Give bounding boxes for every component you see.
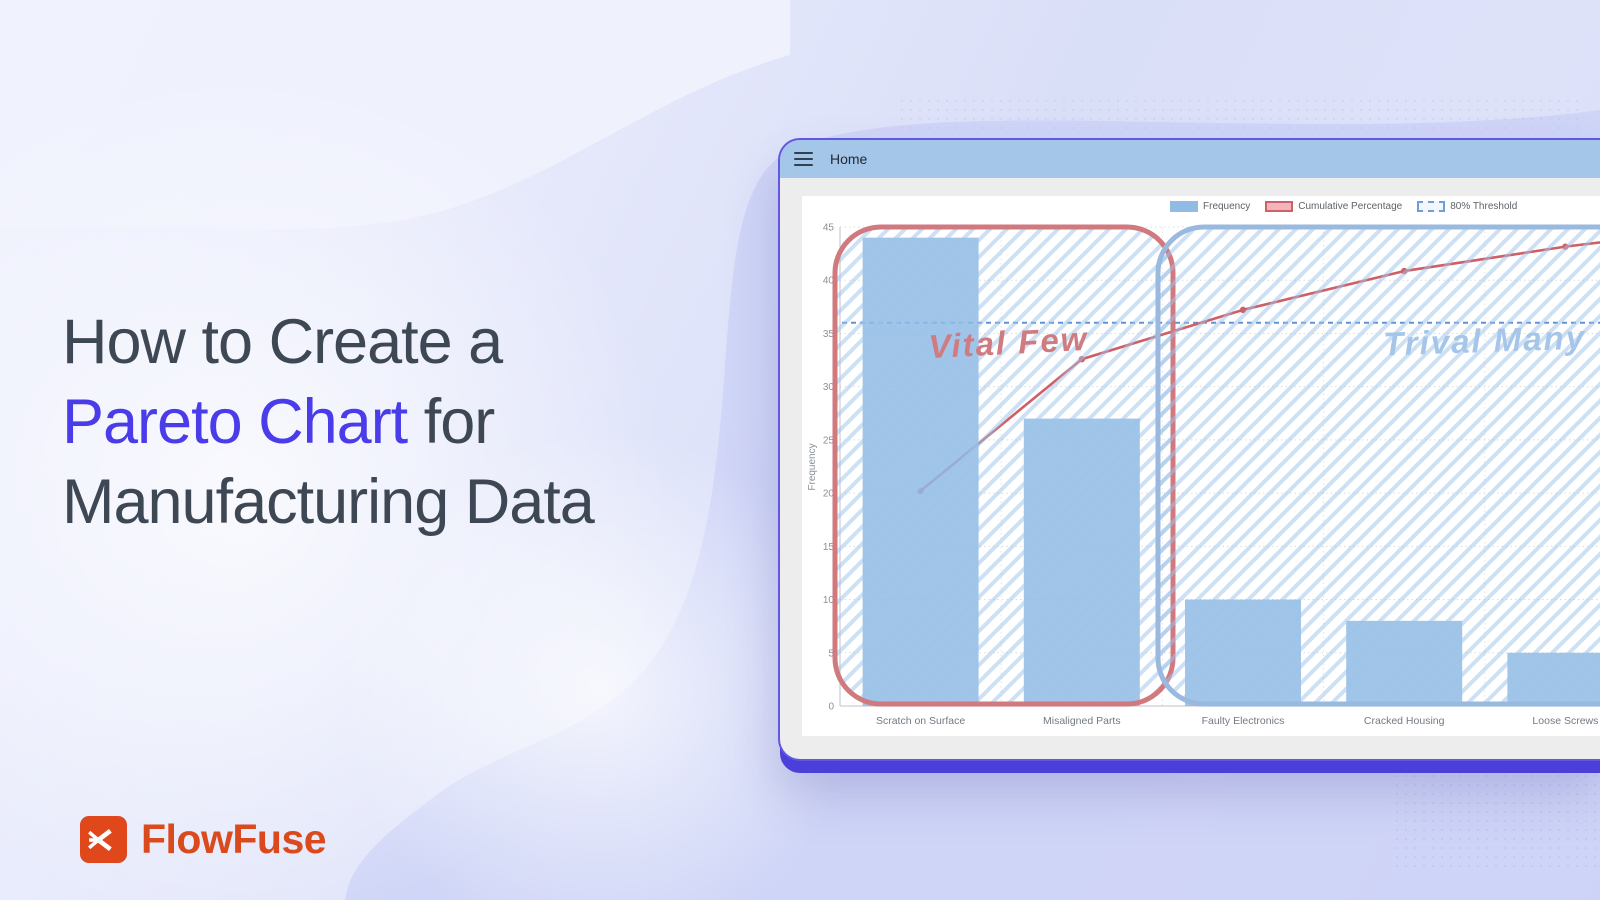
svg-text:30: 30 [823, 382, 835, 393]
svg-text:35: 35 [823, 329, 835, 340]
brand-logo: FlowFuse [80, 816, 327, 863]
legend-item-threshold[interactable]: 80% Threshold [1417, 201, 1517, 212]
trivial-many-region [1155, 224, 1600, 707]
svg-text:Scratch on Surface: Scratch on Surface [876, 715, 965, 727]
svg-text:15: 15 [823, 542, 835, 553]
pareto-chart-canvas[interactable]: 0 5 10 15 20 25 30 35 40 45 Frequency Vital Few Triv… [802, 196, 1600, 736]
brand-name: FlowFuse [141, 816, 327, 862]
dashboard-window: Home 0 5 10 15 20 25 30 35 40 45 Frequency Vital Fe… [778, 138, 1600, 761]
x-tick-labels: Scratch on Surface Misaligned Parts Faulty… [876, 715, 1598, 727]
y-axis-label: Frequency [807, 443, 818, 490]
threshold-swatch-icon [1417, 201, 1446, 212]
svg-text:10: 10 [823, 595, 835, 606]
menu-icon[interactable] [794, 151, 813, 167]
svg-text:0: 0 [828, 702, 834, 713]
legend-item-frequency[interactable]: Frequency [1170, 201, 1250, 212]
svg-text:40: 40 [823, 276, 835, 287]
svg-text:25: 25 [823, 435, 835, 446]
svg-text:Misaligned Parts: Misaligned Parts [1043, 715, 1121, 727]
svg-text:Cracked Housing: Cracked Housing [1364, 715, 1445, 727]
svg-text:5: 5 [828, 648, 834, 659]
nav-tab-home[interactable]: Home [830, 151, 868, 167]
y-tick-labels: 0 5 10 15 20 25 30 35 40 45 [823, 223, 835, 713]
pareto-chart-card: 0 5 10 15 20 25 30 35 40 45 Frequency Vital Few Triv… [802, 196, 1600, 736]
flowfuse-logo-icon [80, 816, 127, 863]
svg-text:Loose Screws: Loose Screws [1532, 715, 1598, 727]
cumulative-swatch-icon [1265, 201, 1294, 212]
chart-legend: Frequency Cumulative Percentage 80% Thre… [1170, 201, 1517, 212]
title-line-2: Pareto Chart for [62, 387, 495, 457]
annotation-vital-few: Vital Few [928, 320, 1090, 365]
svg-text:20: 20 [823, 489, 835, 500]
page-title: How to Create a Pareto Chart for Manufac… [62, 302, 762, 542]
title-line-3: Manufacturing Data [62, 467, 595, 537]
title-accent: Pareto Chart [62, 387, 408, 457]
annotation-trivial-many: Trival Many [1383, 318, 1587, 362]
dashboard-header: Home [780, 140, 1600, 178]
frequency-swatch-icon [1170, 201, 1198, 212]
svg-text:45: 45 [823, 223, 835, 234]
title-line-1: How to Create a [62, 307, 503, 377]
svg-text:Faulty Electronics: Faulty Electronics [1202, 715, 1285, 727]
vital-few-region [832, 224, 1176, 707]
legend-item-cumulative[interactable]: Cumulative Percentage [1265, 201, 1402, 212]
